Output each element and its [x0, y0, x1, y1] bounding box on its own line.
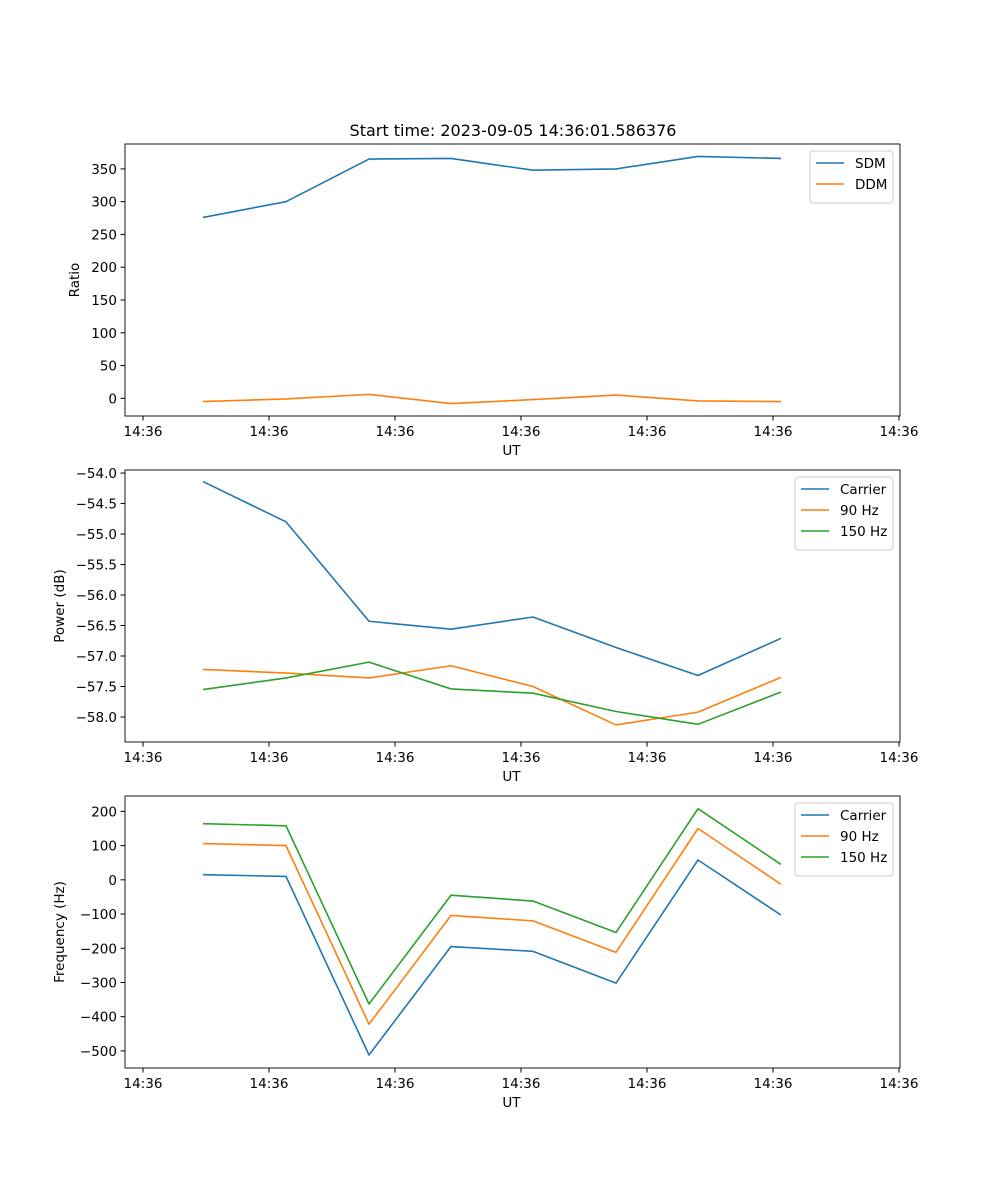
x-tick-label: 14:36	[880, 750, 919, 766]
y-tick-label: −58.0	[76, 710, 117, 726]
axes-frame	[124, 469, 901, 743]
y-tick-label: −500	[80, 1044, 117, 1060]
series-line-90-hz	[202, 664, 782, 726]
y-tick-label: −57.0	[76, 649, 117, 665]
y-tick-label: 200	[91, 804, 117, 820]
y-tick-label: 200	[91, 260, 117, 276]
series-line-carrier	[202, 480, 782, 677]
y-tick-label: −400	[80, 1010, 117, 1026]
subplot-3: 200 100 0 −100 −200 −300 −400 −500 14:36 14:36 14:…	[52, 795, 919, 1111]
series-line-ddm	[202, 393, 782, 405]
x-tick-label: 14:36	[124, 424, 163, 440]
x-tick-label: 14:36	[754, 424, 793, 440]
legend-label: Carrier	[840, 808, 887, 824]
subplot-1: 0 50 100 150 200 250 300 350 14:36 14:36 14:36 14:3…	[67, 143, 919, 459]
series-line-carrier	[202, 859, 782, 1056]
series-line-150-hz	[202, 661, 782, 726]
series-line-90-hz	[202, 827, 782, 1026]
x-tick-label: 14:36	[754, 1076, 793, 1092]
legend-label: 150 Hz	[840, 524, 887, 540]
x-tick-label: 14:36	[880, 1076, 919, 1092]
y-tick-label: −200	[80, 941, 117, 957]
y-axis-label: Frequency (Hz)	[52, 881, 68, 983]
y-tick-label: 250	[91, 227, 117, 243]
plots-container: 0 50 100 150 200 250 300 350 14:36 14:36 14:36 14:3…	[52, 143, 919, 1111]
series-line-150-hz	[202, 807, 782, 1005]
y-tick-label: 150	[91, 293, 117, 309]
legend-label: 90 Hz	[840, 503, 879, 519]
x-tick-label: 14:36	[376, 750, 415, 766]
legend-label: 90 Hz	[840, 829, 879, 845]
x-tick-label: 14:36	[880, 424, 919, 440]
legend-box	[809, 150, 894, 204]
axes-frame	[124, 795, 901, 1069]
x-tick-label: 14:36	[250, 1076, 289, 1092]
y-tick-label: 100	[91, 839, 117, 855]
x-axis-label: UT	[502, 443, 521, 459]
x-axis-label: UT	[502, 1095, 521, 1111]
y-axis-label: Ratio	[67, 263, 83, 298]
y-tick-label: −54.0	[76, 466, 117, 482]
y-axis-label: Power (dB)	[52, 569, 68, 642]
legend: SDM DDM	[809, 150, 894, 204]
y-tick-label: 0	[108, 391, 117, 407]
legend-label: 150 Hz	[840, 850, 887, 866]
y-tick-label: 300	[91, 195, 117, 211]
chart-title: Start time: 2023-09-05 14:36:01.586376	[350, 121, 677, 140]
x-axis-label: UT	[502, 769, 521, 785]
x-tick-label: 14:36	[502, 424, 541, 440]
x-tick-label: 14:36	[628, 750, 667, 766]
y-tick-label: −55.0	[76, 527, 117, 543]
legend: Carrier 90 Hz 150 Hz	[794, 802, 894, 877]
legend-label: SDM	[855, 156, 886, 172]
y-tick-label: 350	[91, 162, 117, 178]
x-tick-label: 14:36	[502, 750, 541, 766]
y-tick-label: −56.0	[76, 588, 117, 604]
y-tick-label: −55.5	[76, 558, 117, 574]
y-tick-label: −100	[80, 907, 117, 923]
x-tick-label: 14:36	[502, 1076, 541, 1092]
x-tick-label: 14:36	[124, 750, 163, 766]
x-tick-label: 14:36	[754, 750, 793, 766]
x-tick-label: 14:36	[250, 750, 289, 766]
y-tick-label: 0	[108, 873, 117, 889]
y-tick-label: 50	[100, 359, 117, 375]
x-tick-label: 14:36	[376, 424, 415, 440]
x-tick-label: 14:36	[628, 1076, 667, 1092]
y-tick-label: 100	[91, 326, 117, 342]
legend-label: DDM	[855, 177, 887, 193]
legend: Carrier 90 Hz 150 Hz	[794, 476, 894, 551]
x-tick-label: 14:36	[628, 424, 667, 440]
x-tick-label: 14:36	[124, 1076, 163, 1092]
series-line-sdm	[202, 155, 782, 219]
y-tick-label: −54.5	[76, 497, 117, 513]
x-tick-label: 14:36	[376, 1076, 415, 1092]
subplot-2: −54.0 −54.5 −55.0 −55.5 −56.0 −56.5 −57.0 −57.5…	[52, 466, 918, 785]
axes-frame	[124, 143, 901, 417]
x-tick-label: 14:36	[250, 424, 289, 440]
y-tick-label: −300	[80, 975, 117, 991]
y-tick-label: −57.5	[76, 680, 117, 696]
legend-label: Carrier	[840, 482, 887, 498]
y-tick-label: −56.5	[76, 619, 117, 635]
